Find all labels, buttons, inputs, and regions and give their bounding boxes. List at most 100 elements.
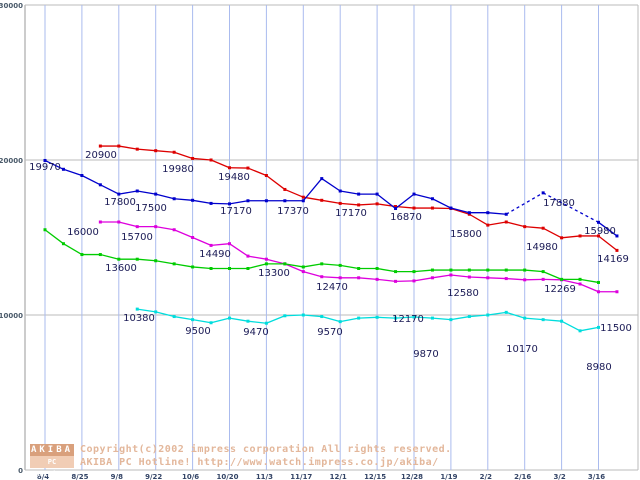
series-segment — [395, 193, 415, 210]
series-gap-line — [542, 192, 599, 223]
x-tick-label: 10/20 — [216, 473, 238, 480]
series-segment — [506, 221, 525, 228]
data-point — [597, 325, 600, 329]
data-label: 15800 — [450, 229, 482, 240]
series-segment — [63, 243, 83, 256]
data-label: 9500 — [185, 326, 210, 337]
data-point — [61, 242, 65, 246]
series-4 — [135, 307, 600, 333]
series-3 — [43, 228, 600, 284]
data-label: 12470 — [316, 282, 348, 293]
series-segment — [247, 320, 267, 324]
series-segment — [266, 174, 286, 190]
series-segment — [543, 319, 562, 322]
series-segment — [561, 235, 581, 239]
y-tick-label: 10000 — [0, 312, 23, 320]
series-segment — [137, 308, 156, 313]
data-point — [61, 167, 65, 171]
x-tick-label: 8/4 — [37, 473, 49, 480]
series-segment — [598, 235, 618, 251]
series-segment — [376, 267, 396, 273]
series-segment — [487, 311, 507, 316]
data-point — [615, 290, 619, 294]
series-segment — [100, 253, 119, 260]
x-tick-label: 2/16 — [514, 473, 531, 480]
series-segment — [210, 317, 230, 324]
series-segment — [266, 315, 286, 324]
series-segment — [487, 277, 507, 280]
series-segment — [340, 264, 359, 270]
data-label: 14980 — [526, 242, 558, 253]
series-segment — [542, 227, 562, 239]
data-label: 19980 — [162, 164, 194, 175]
series-segment — [358, 316, 378, 319]
data-label: 15980 — [584, 226, 616, 237]
series-segment — [376, 193, 396, 210]
series-segment — [340, 317, 359, 323]
copyright-watermark: AKIBA PC Hotline! Copyright(c)2002 impre… — [30, 444, 530, 478]
data-label: 10170 — [506, 344, 538, 355]
x-tick-label: 11/17 — [290, 473, 312, 480]
series-segment — [340, 202, 359, 206]
series-segment — [598, 221, 618, 237]
series-segment — [487, 212, 507, 215]
series-segment — [450, 207, 470, 214]
y-tick-label: 0 — [18, 467, 23, 475]
logo-top-text: AKIBA — [30, 444, 74, 456]
x-tick-label: 1/19 — [440, 473, 457, 480]
data-label: 8980 — [586, 362, 611, 373]
series-segment — [229, 243, 249, 257]
series-segment — [173, 151, 193, 160]
series-segment — [413, 193, 433, 200]
series-segment — [192, 236, 212, 247]
data-label: 12580 — [447, 288, 479, 299]
series-segment — [450, 315, 470, 321]
series-segment — [63, 168, 83, 177]
series-segment — [302, 178, 323, 202]
series-segment — [469, 213, 489, 226]
series-segment — [358, 277, 378, 280]
series-segment — [413, 316, 433, 319]
series-segment — [450, 274, 470, 278]
data-label: 16870 — [390, 212, 422, 223]
site-url-line: AKIBA PC Hotline! http://www.watch.impre… — [80, 457, 439, 468]
series-segment — [321, 315, 341, 323]
chart-grid — [24, 4, 639, 471]
series-segment — [229, 317, 249, 322]
series-segment — [524, 317, 544, 321]
series-segment — [174, 315, 193, 321]
x-tick-label: 12/15 — [364, 473, 386, 480]
series-segment — [487, 221, 507, 226]
data-label: 9870 — [413, 349, 438, 360]
data-label: 19480 — [218, 172, 250, 183]
data-labels: 19970 20900 17800 19980 19480 17500 17170 17370… — [29, 150, 632, 373]
series-segment — [100, 184, 120, 195]
data-label: 17800 — [104, 197, 136, 208]
data-point — [597, 280, 600, 284]
series-segment — [118, 190, 138, 195]
data-label: 12170 — [392, 314, 424, 325]
x-tick-label: 9/22 — [145, 473, 162, 480]
data-label: 14169 — [597, 254, 629, 265]
data-label: 9470 — [243, 327, 268, 338]
series-segment — [321, 263, 341, 267]
series-segment — [155, 193, 175, 200]
series-segment — [321, 199, 341, 205]
series-segment — [155, 260, 175, 265]
series-segment — [469, 276, 488, 279]
data-point — [615, 234, 619, 238]
series-segment — [81, 174, 101, 186]
x-tick-label: 10/6 — [182, 473, 199, 480]
series-segment — [561, 279, 581, 285]
data-label: 17880 — [543, 198, 575, 209]
series-segment — [192, 157, 212, 161]
series-segment — [413, 277, 433, 282]
series-segment — [137, 148, 156, 152]
data-label: 15700 — [121, 232, 153, 243]
series-segment — [506, 311, 525, 319]
y-tick-label: 30000 — [0, 2, 23, 10]
series-segment — [395, 316, 415, 319]
x-tick-label: 3/2 — [553, 473, 565, 480]
series-segment — [284, 263, 304, 273]
y-tick-label: 20000 — [0, 157, 23, 165]
